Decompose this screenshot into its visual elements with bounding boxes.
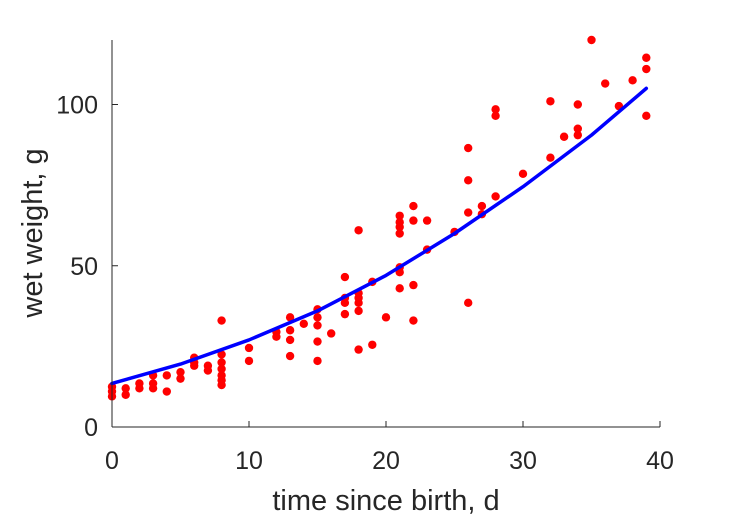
data-point bbox=[368, 340, 377, 349]
data-point bbox=[546, 97, 555, 106]
data-point bbox=[395, 229, 404, 238]
data-point bbox=[491, 192, 500, 201]
data-point bbox=[642, 64, 651, 74]
data-point bbox=[573, 130, 582, 140]
data-point bbox=[121, 384, 130, 393]
data-point bbox=[340, 272, 350, 282]
data-point bbox=[285, 326, 295, 335]
data-point bbox=[628, 76, 637, 85]
fit-curve bbox=[110, 86, 649, 386]
data-point bbox=[203, 361, 213, 370]
data-point bbox=[313, 321, 322, 330]
data-point bbox=[518, 169, 528, 179]
data-point bbox=[176, 374, 185, 383]
data-point bbox=[464, 208, 473, 217]
data-point bbox=[395, 284, 404, 293]
data-point bbox=[217, 350, 226, 359]
data-point bbox=[546, 153, 555, 162]
y-ticks: 0 50 100 bbox=[56, 92, 118, 442]
data-point bbox=[409, 280, 418, 290]
data-point bbox=[176, 367, 185, 377]
plot-area bbox=[107, 35, 651, 401]
data-point bbox=[395, 211, 404, 220]
data-point bbox=[285, 351, 295, 361]
data-point bbox=[559, 132, 569, 141]
data-point bbox=[464, 143, 473, 153]
data-point bbox=[395, 218, 404, 227]
data-point bbox=[285, 335, 295, 345]
data-point bbox=[464, 176, 473, 185]
data-point bbox=[299, 319, 308, 328]
x-tick-label: 20 bbox=[372, 447, 400, 475]
data-point bbox=[601, 79, 610, 88]
data-point bbox=[244, 356, 254, 366]
data-point bbox=[217, 358, 226, 367]
y-tick-label: 0 bbox=[84, 414, 98, 442]
x-tick-label: 10 bbox=[235, 447, 263, 475]
data-point bbox=[464, 298, 473, 308]
data-point bbox=[381, 313, 391, 322]
data-point bbox=[642, 53, 651, 62]
data-point bbox=[162, 387, 171, 396]
data-point bbox=[313, 313, 322, 322]
data-point bbox=[573, 100, 582, 109]
data-point bbox=[313, 356, 322, 366]
data-point bbox=[217, 364, 226, 374]
data-point bbox=[340, 309, 350, 319]
data-point bbox=[491, 111, 500, 120]
x-tick-label: 30 bbox=[509, 447, 537, 475]
data-point bbox=[354, 345, 363, 354]
data-point bbox=[354, 226, 363, 235]
data-point bbox=[217, 316, 226, 325]
data-point bbox=[573, 124, 582, 133]
y-tick-label: 100 bbox=[56, 92, 98, 120]
x-ticks: 0 10 20 30 40 bbox=[105, 421, 674, 475]
data-point bbox=[587, 35, 596, 45]
data-point bbox=[409, 216, 418, 225]
data-point bbox=[409, 316, 418, 325]
x-tick-label: 0 bbox=[105, 447, 119, 475]
data-point bbox=[244, 343, 254, 353]
data-point bbox=[148, 379, 158, 388]
data-point bbox=[642, 111, 651, 120]
data-point bbox=[327, 329, 336, 338]
data-point bbox=[409, 201, 418, 211]
data-point bbox=[162, 371, 171, 380]
data-point bbox=[285, 313, 295, 322]
x-tick-label: 40 bbox=[646, 447, 674, 475]
data-point bbox=[217, 371, 226, 380]
data-point bbox=[477, 201, 487, 211]
y-tick-label: 50 bbox=[70, 253, 98, 281]
data-point bbox=[313, 337, 322, 346]
data-point bbox=[491, 105, 500, 114]
data-point bbox=[121, 390, 130, 399]
data-point bbox=[422, 216, 432, 225]
data-point bbox=[135, 379, 144, 388]
x-axis-label: time since birth, d bbox=[272, 485, 499, 517]
y-axis-label: wet weight, g bbox=[17, 148, 49, 318]
data-point bbox=[354, 306, 363, 316]
